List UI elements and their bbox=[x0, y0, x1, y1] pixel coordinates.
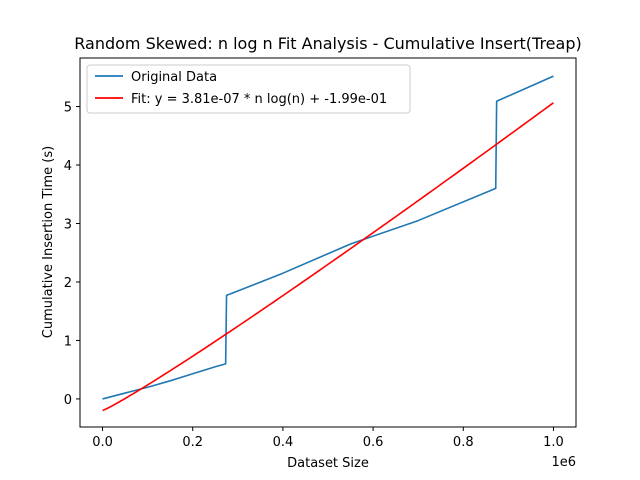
x-tick-label: 0.8 bbox=[453, 435, 474, 450]
y-tick-label: 3 bbox=[64, 217, 72, 232]
y-tick-label: 5 bbox=[64, 101, 72, 116]
legend-label-fit: Fit: y = 3.81e-07 * n log(n) + -1.99e-01 bbox=[131, 92, 387, 107]
x-tick-label: 0.0 bbox=[92, 435, 113, 450]
y-axis: 0 1 2 3 4 5 bbox=[64, 101, 80, 408]
y-tick-label: 1 bbox=[64, 334, 72, 349]
x-tick-label: 0.4 bbox=[273, 435, 294, 450]
x-axis: 0.0 0.2 0.4 0.6 0.8 1.0 bbox=[92, 427, 564, 450]
x-tick-label: 1.0 bbox=[543, 435, 564, 450]
x-tick-label: 0.2 bbox=[182, 435, 203, 450]
y-tick-label: 0 bbox=[64, 393, 72, 408]
series-line-fit bbox=[102, 102, 554, 412]
chart-title: Random Skewed: n log n Fit Analysis - Cu… bbox=[74, 34, 581, 53]
plot-frame bbox=[79, 57, 577, 428]
legend-box bbox=[86, 64, 411, 114]
legend: Original Data Fit: y = 3.81e-07 * n log(… bbox=[86, 64, 411, 114]
y-axis-label: Cumulative Insertion Time (s) bbox=[41, 146, 56, 338]
plot-lines bbox=[102, 75, 554, 412]
x-axis-offset-label: 1e6 bbox=[551, 455, 576, 470]
x-axis-label: Dataset Size bbox=[287, 456, 369, 471]
y-tick-label: 4 bbox=[64, 159, 72, 174]
series-line-original-data bbox=[102, 75, 554, 400]
y-tick-label: 2 bbox=[64, 276, 72, 291]
legend-label-original-data: Original Data bbox=[131, 70, 217, 85]
x-tick-label: 0.6 bbox=[363, 435, 384, 450]
